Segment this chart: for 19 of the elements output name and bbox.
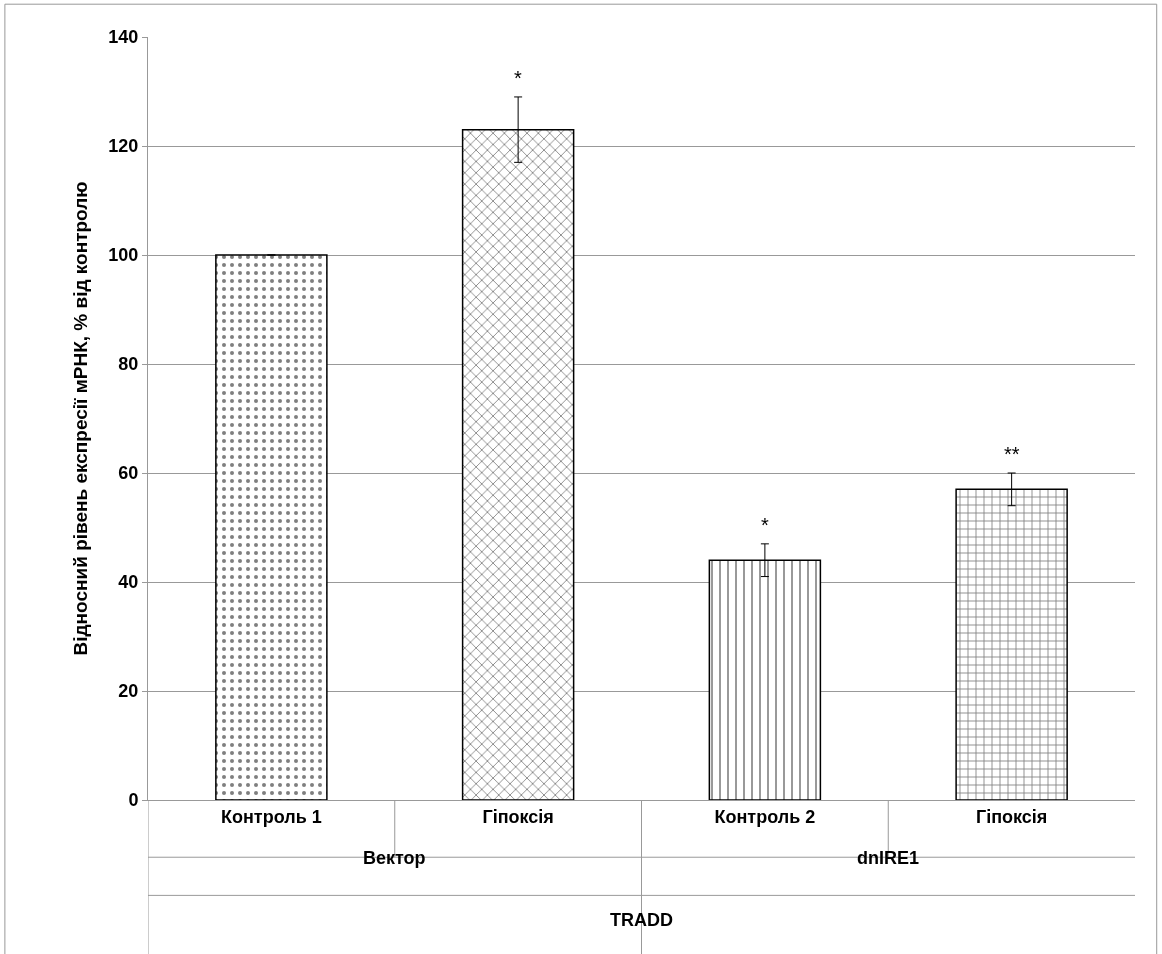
y-tick-label: 40 xyxy=(118,572,139,593)
data-label: * xyxy=(514,67,522,89)
y-tick-label: 120 xyxy=(108,136,139,157)
y-tick-label: 60 xyxy=(118,463,139,484)
y-tick-label: 140 xyxy=(108,27,139,48)
y-tick-label: 20 xyxy=(118,681,139,702)
x-tick-label: Гіпоксія xyxy=(975,806,1048,827)
text: TRADD xyxy=(610,910,673,930)
text: Вектор xyxy=(363,848,426,868)
x-tick-label: Контроль 1 xyxy=(221,806,322,827)
y-axis-title: Відносний рівень експресії мРНК, % від контролю xyxy=(70,181,92,656)
text: dnIRE1 xyxy=(857,848,920,868)
x-tick-label: Контроль 2 xyxy=(714,806,816,827)
y-tick-label: 100 xyxy=(108,245,139,266)
y-tick-label: 0 xyxy=(128,790,139,811)
data-label: * xyxy=(761,514,769,536)
y-tick-label: 80 xyxy=(118,354,139,375)
x-tick-label: Гіпоксія xyxy=(482,806,554,827)
data-label: ** xyxy=(1004,443,1020,465)
